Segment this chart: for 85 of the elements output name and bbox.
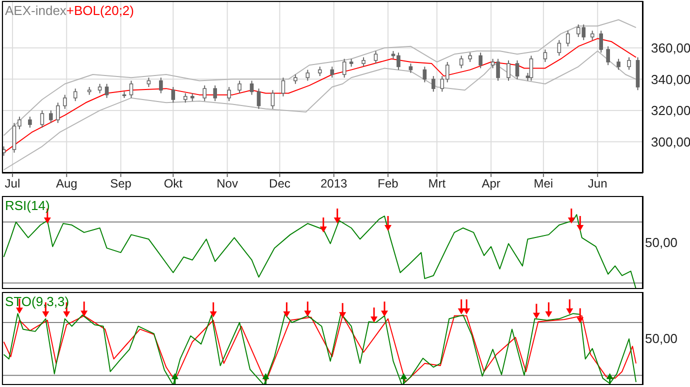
point bbox=[463, 308, 470, 314]
x-tick-label: Mrt bbox=[428, 176, 446, 191]
point bbox=[606, 373, 614, 380]
candlestick bbox=[557, 40, 562, 56]
candlestick bbox=[28, 116, 32, 128]
text: 50,00 bbox=[645, 330, 678, 346]
candlestick bbox=[183, 92, 188, 104]
y-tick-label: 340,00 bbox=[651, 72, 690, 87]
candlestick bbox=[543, 48, 548, 62]
point bbox=[400, 373, 408, 380]
point bbox=[42, 311, 50, 318]
x-tick-label: Aug bbox=[56, 176, 78, 191]
x-tick-label: Jul bbox=[4, 176, 20, 191]
point bbox=[171, 373, 178, 380]
x-tick-label: Okt bbox=[164, 176, 184, 191]
candlestick bbox=[318, 66, 322, 77]
line-series bbox=[3, 38, 637, 154]
candlestick bbox=[616, 58, 620, 70]
point bbox=[210, 311, 217, 318]
point bbox=[566, 308, 574, 314]
y-tick-label: 360,00 bbox=[651, 40, 690, 56]
candlestick bbox=[590, 30, 594, 41]
candlestick bbox=[159, 77, 163, 94]
candlestick bbox=[627, 56, 631, 70]
candlestick bbox=[213, 84, 217, 102]
candlestick bbox=[432, 76, 436, 92]
point bbox=[381, 310, 388, 317]
candlestick bbox=[330, 66, 334, 78]
candlestick bbox=[599, 30, 603, 54]
x-tick-label: 2013 bbox=[320, 176, 348, 191]
candlestick bbox=[478, 52, 482, 69]
point bbox=[339, 312, 346, 318]
candlestick bbox=[49, 110, 53, 124]
x-tick-label: Nov bbox=[216, 176, 238, 191]
candlestick bbox=[529, 55, 534, 82]
point bbox=[304, 310, 312, 317]
candlestick bbox=[256, 88, 261, 110]
candlestick bbox=[606, 46, 610, 66]
point bbox=[262, 373, 270, 380]
candlestick bbox=[171, 86, 176, 104]
x-tick-label: Sep bbox=[110, 176, 132, 191]
candlestick bbox=[73, 88, 78, 102]
y-tick-label: 320,00 bbox=[651, 103, 690, 118]
candlestick bbox=[422, 66, 427, 83]
point bbox=[576, 317, 584, 324]
chart-title: AEX-index bbox=[5, 3, 66, 18]
candlestick bbox=[129, 80, 134, 98]
candlestick bbox=[98, 83, 102, 94]
candlestick bbox=[306, 69, 310, 82]
y-tick-label: 300,00 bbox=[651, 134, 690, 150]
candlestick bbox=[238, 80, 242, 94]
candlestick bbox=[104, 83, 109, 98]
point bbox=[370, 316, 378, 323]
candlestick bbox=[515, 60, 520, 80]
candlestick bbox=[294, 74, 298, 84]
candlestick bbox=[468, 52, 472, 62]
candlestick bbox=[362, 56, 366, 68]
x-tick-label: Jun bbox=[588, 176, 608, 191]
candlestick bbox=[62, 94, 67, 110]
text: 50,00 bbox=[645, 234, 678, 250]
point bbox=[283, 311, 290, 318]
candlestick bbox=[281, 77, 286, 97]
x-tick-label: Dec bbox=[269, 176, 290, 191]
candlestick bbox=[506, 60, 510, 82]
x-tick-label: Mei bbox=[534, 176, 554, 191]
series-label: RSI(14) bbox=[5, 198, 50, 213]
candlestick bbox=[202, 84, 207, 102]
candlestick bbox=[250, 80, 254, 96]
candlestick bbox=[56, 102, 60, 124]
x-tick-label: Feb bbox=[378, 176, 399, 191]
point bbox=[63, 311, 70, 318]
point bbox=[545, 311, 552, 318]
candlestick bbox=[459, 55, 464, 69]
x-tick-label: Apr bbox=[482, 176, 500, 191]
candlestick bbox=[40, 110, 44, 128]
line-series bbox=[3, 19, 637, 136]
candlestick bbox=[566, 30, 570, 47]
point bbox=[532, 312, 540, 319]
point bbox=[80, 310, 88, 317]
candlestick bbox=[342, 58, 346, 78]
text: +BOL(20;2) bbox=[66, 3, 134, 18]
candlestick bbox=[146, 77, 151, 88]
candlestick bbox=[227, 86, 231, 102]
candlestick bbox=[270, 90, 275, 110]
candlestick bbox=[374, 50, 378, 64]
